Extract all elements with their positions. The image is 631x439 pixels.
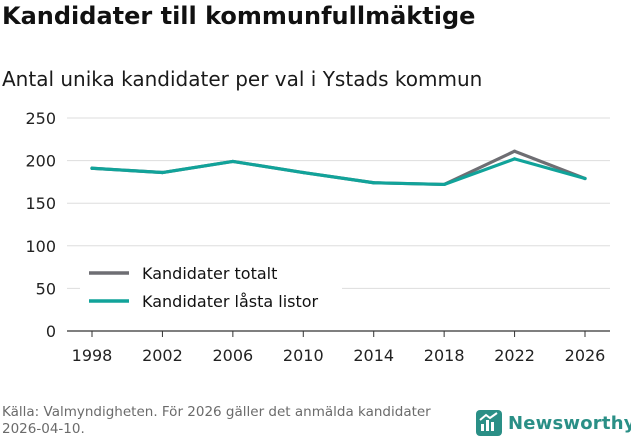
x-tick-label: 2014 [353,346,394,365]
data-point [372,181,376,185]
chart-title: Kandidater till kommunfullmäktige [2,2,476,30]
legend-background [80,258,342,318]
chart-subtitle: Antal unika kandidater per val i Ystads … [2,67,483,91]
legend-label: Kandidater låsta listor [142,292,319,311]
data-point [442,182,446,187]
x-tick-label: 2010 [283,346,324,365]
x-tick-label: 2026 [565,346,606,365]
y-tick-label: 150 [25,194,56,213]
data-point [583,176,587,181]
y-tick-label: 200 [25,152,56,171]
brand-name: Newsworthy [508,412,631,434]
legend-label: Kandidater totalt [142,264,277,283]
y-tick-label: 250 [25,109,56,128]
newsworthy-logo-icon [476,410,502,436]
brand-logo[interactable]: Newsworthy [476,408,631,438]
x-tick-label: 2006 [212,346,253,365]
data-point [512,149,517,153]
x-tick-label: 2002 [142,346,183,365]
source-note: Källa: Valmyndigheten. För 2026 gäller d… [2,404,431,437]
data-point [301,170,305,175]
data-point [231,159,235,164]
x-tick-label: 2018 [424,346,465,365]
x-tick-label: 2022 [494,346,535,365]
series-line-locked-lists [90,157,587,187]
data-point [90,166,94,170]
y-tick-label: 100 [25,237,56,256]
data-point [512,157,517,161]
y-tick-label: 50 [36,279,56,298]
x-tick-label: 1998 [72,346,113,365]
data-point [160,170,165,175]
y-tick-label: 0 [46,322,56,341]
series-line-total [90,149,587,187]
